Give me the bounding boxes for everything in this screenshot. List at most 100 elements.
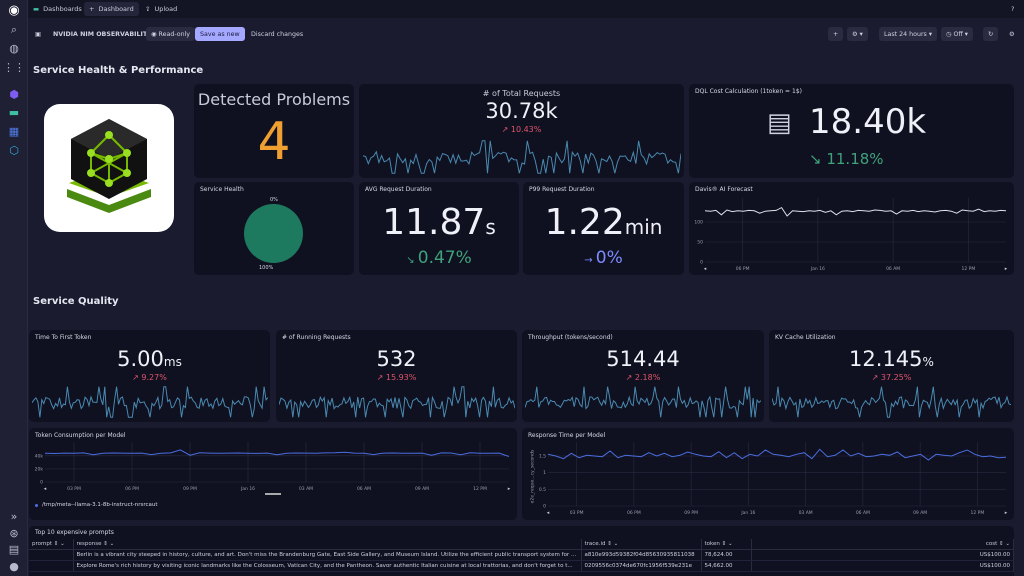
arrow-up-right-icon: ↗	[376, 373, 386, 382]
help-icon[interactable]: ?	[1011, 5, 1015, 13]
y-tick-label: 100	[694, 220, 703, 226]
dql-cost-card[interactable]: DQL Cost Calculation (1token = 1$) ▤ 18.…	[689, 84, 1014, 178]
discard-changes-button[interactable]: Discard changes	[251, 30, 304, 38]
running-requests-card[interactable]: # of Running Requests 532 ↗ 15.93%	[276, 330, 517, 422]
throughput-card[interactable]: Throughput (tokens/second) 514.44 ↗ 2.18…	[522, 330, 764, 422]
sort-icon[interactable]: ⇕ ⌄	[997, 541, 1010, 547]
x-tick-label: 09 AM	[913, 510, 927, 516]
service-health-card[interactable]: Service Health 0% 100%	[194, 182, 354, 275]
arrow-up-right-icon: ↗	[501, 125, 511, 134]
column-header-trace-id[interactable]: trace.id ⇕ ⌄	[581, 539, 702, 550]
y-tick-label: 50	[697, 240, 703, 246]
davis-forecast-chart[interactable]: 0 50 100 06 PM Jan 16 06 AM 12 PM ◂ ▸	[689, 194, 1014, 274]
globe-icon[interactable]: ◍	[9, 41, 19, 55]
sort-icon[interactable]: ⇕ ⌄	[605, 541, 619, 547]
throughput-sparkline	[525, 386, 761, 418]
column-header-cost[interactable]: cost ⇕ ⌄	[751, 539, 1014, 550]
table-cell-trace-id: 0209556c0374de670fc1956f539e231e	[581, 560, 702, 572]
column-header-token[interactable]: token ⇕ ⌄	[701, 539, 752, 550]
sparkline-path	[32, 386, 268, 418]
table-cell-response: Berlin is a vibrant city steeped in hist…	[73, 549, 582, 561]
arrow-up-right-icon: ↗	[625, 373, 635, 382]
table-row[interactable]: Berlin is a vibrant city steeped in hist…	[29, 549, 1014, 561]
support-icon[interactable]: ⊛	[9, 526, 19, 540]
read-only-badge[interactable]: ◉ Read-only	[146, 27, 196, 41]
sidebar-toggle-icon[interactable]: ▣	[35, 30, 41, 38]
avg-request-duration-card[interactable]: AVG Request Duration 11.87s ↘ 0.47%	[359, 182, 519, 275]
eye-icon: ◉	[151, 30, 159, 38]
sort-icon[interactable]: ⇕ ⌄	[52, 541, 65, 547]
search-icon[interactable]: ⌕	[10, 23, 18, 36]
y-tick-label: 20k	[35, 466, 44, 472]
settings-icon[interactable]: ⚙	[1009, 30, 1015, 38]
sparkline-path	[363, 140, 681, 174]
pan-left-icon[interactable]: ◂	[704, 266, 707, 272]
x-tick-label: 06 AM	[357, 486, 371, 492]
add-tile-button[interactable]: +	[828, 27, 844, 41]
dashboards-app-icon[interactable]: ▬	[8, 105, 20, 119]
notebook-app-icon[interactable]: ▦	[8, 124, 20, 138]
chart-scroll-handle[interactable]	[265, 493, 281, 495]
x-tick-label: 06 PM	[736, 266, 750, 272]
y-tick-label: 1.5	[539, 454, 546, 460]
series-line	[44, 449, 510, 457]
y-tick-label: 0	[543, 504, 546, 510]
infra-app-icon[interactable]: ⬡	[9, 143, 19, 157]
segments-button[interactable]: ⚙ ▾	[847, 27, 868, 41]
total-requests-sparkline	[363, 140, 681, 174]
apps-grid-icon[interactable]: ⋮⋮	[3, 60, 25, 74]
pan-right-icon[interactable]: ▸	[1005, 266, 1008, 272]
series-line	[704, 206, 1007, 217]
y-tick-label: 40k	[35, 453, 44, 459]
x-tick-label: Jan 16	[240, 486, 255, 492]
ttft-card[interactable]: Time To First Token 5.00ms ↗ 9.27%	[29, 330, 270, 422]
column-header-prompt[interactable]: prompt ⇕ ⌄	[29, 539, 74, 550]
upload-icon: ⇪	[145, 5, 151, 13]
token-consumption-chart[interactable]: 0 20k 40k 03 PM 06 PM 09 PM Jan 16 03 AM 06 AM 09…	[29, 438, 517, 494]
dashboards-icon: ▬	[33, 5, 40, 13]
app-cube-icon[interactable]: ⬢	[9, 87, 19, 101]
kv-cache-sparkline	[772, 386, 1011, 418]
expand-icon[interactable]: »	[10, 509, 18, 523]
response-time-chart[interactable]: 0 0.5 1 1.5 03 PM 06 PM 09 PM Jan 16 03 AM 06 AM 0…	[532, 438, 1014, 518]
table-cell-trace-id: a810e993d59382f04d85630935811038	[581, 549, 702, 561]
column-header-response[interactable]: response ⇕ ⌄	[73, 539, 582, 550]
table-cell-token: 78,624.00	[701, 549, 752, 561]
refresh-button[interactable]: ↻	[983, 27, 999, 41]
table-cell-cost: US$100.00	[751, 549, 1014, 561]
davis-forecast-card[interactable]: Davis® AI Forecast 0 50 100 06 PM Jan 16 06 A…	[689, 182, 1014, 275]
detected-problems-card[interactable]: Detected Problems 4	[194, 84, 354, 178]
table-row[interactable]: Explore Rome's rich history by visiting …	[29, 560, 1014, 572]
arrow-down-right-icon: ↘	[809, 150, 827, 168]
p99-request-duration-card[interactable]: P99 Request Duration 1.22min → 0%	[523, 182, 684, 275]
pan-right-icon[interactable]: ▸	[1005, 510, 1008, 516]
save-as-new-button[interactable]: Save as new	[195, 27, 245, 41]
pan-right-icon[interactable]: ▸	[508, 486, 511, 492]
tab-upload[interactable]: ⇪ Upload	[145, 5, 178, 13]
token-consumption-card[interactable]: Token Consumption per Model 0 20k 40k 03 PM…	[29, 428, 517, 520]
service-health-pie	[244, 204, 303, 263]
sort-icon[interactable]: ⇕ ⌄	[101, 541, 115, 547]
sort-icon[interactable]: ⇕ ⌄	[719, 541, 733, 547]
plus-icon: +	[89, 5, 95, 13]
user-avatar[interactable]: ●	[9, 559, 19, 573]
x-tick-label: 06 AM	[886, 266, 900, 272]
app-logo-icon[interactable]: ◉	[8, 2, 20, 18]
pan-left-icon[interactable]: ◂	[547, 510, 550, 516]
response-time-card[interactable]: Response Time per Model e2e_reque...cy_s…	[522, 428, 1014, 520]
calendar-icon[interactable]: ▤	[8, 542, 20, 556]
y-tick-label: 0	[40, 480, 43, 486]
kv-cache-card[interactable]: KV Cache Utilization 12.145% ↗ 37.25%	[769, 330, 1014, 422]
auto-refresh-selector[interactable]: ◷ Off ▾	[941, 27, 973, 41]
y-tick-label: 1	[543, 470, 546, 476]
arrow-right-icon: →	[584, 255, 596, 266]
timeframe-selector[interactable]: Last 24 hours ▾	[879, 27, 938, 41]
tab-dashboards[interactable]: ▬ Dashboards	[33, 5, 82, 13]
y-tick-label: 0	[700, 260, 703, 266]
y-tick-label: 0.5	[539, 487, 546, 493]
tab-dashboard[interactable]: + Dashboard	[84, 2, 139, 16]
pan-left-icon[interactable]: ◂	[44, 486, 47, 492]
chart-legend[interactable]: /tmp/meta--llama-3.1-8b-instruct-nrsrcau…	[35, 502, 158, 508]
table-cell-prompt	[29, 549, 74, 561]
total-requests-card[interactable]: # of Total Requests 30.78k ↗ 10.43%	[359, 84, 684, 178]
